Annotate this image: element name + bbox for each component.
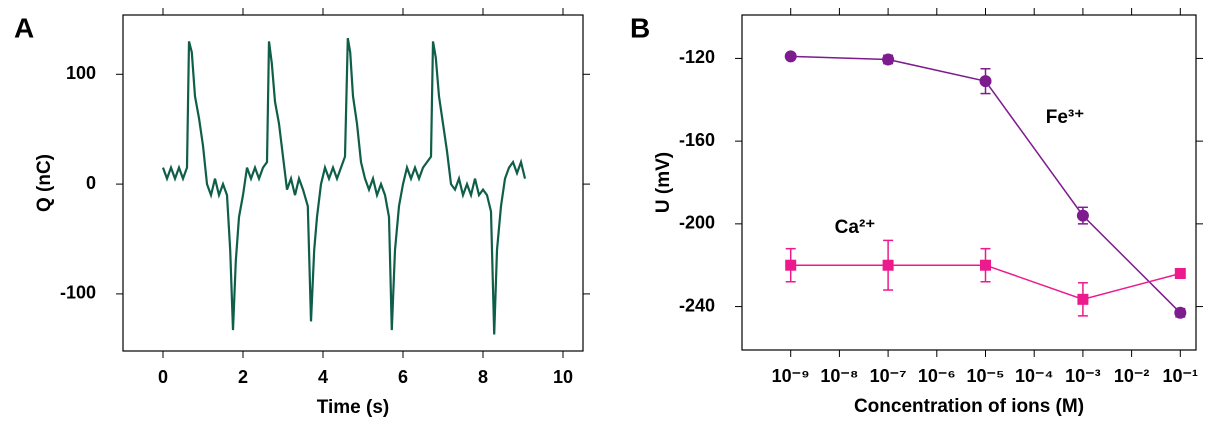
x-tick-label: 10⁻⁶: [918, 366, 956, 386]
x-tick-label: 4: [318, 367, 328, 387]
marker: [979, 75, 992, 88]
x-tick-label: 10⁻⁵: [967, 366, 1005, 386]
marker: [1076, 209, 1089, 222]
marker: [784, 50, 797, 63]
marker: [1174, 306, 1187, 319]
marker: [785, 259, 797, 271]
x-tick-label: 10: [553, 367, 573, 387]
marker: [882, 53, 895, 66]
plot-frame: [741, 14, 1197, 351]
x-tick-label: 10⁻³: [1065, 366, 1101, 386]
x-tick-label: 10⁻⁷: [870, 366, 907, 386]
y-tick-label: -160: [679, 130, 715, 150]
series-label: Fe³⁺: [1046, 107, 1085, 128]
marker: [980, 259, 992, 271]
y-tick-label: -120: [679, 47, 715, 67]
plot-frame: [122, 14, 584, 352]
y-tick-label: -200: [679, 213, 715, 233]
data-line: [161, 37, 527, 335]
x-axis-label: Time (s): [317, 397, 390, 418]
x-tick-label: 2: [238, 367, 248, 387]
y-tick-label: -240: [679, 295, 715, 315]
x-tick-label: 6: [398, 367, 408, 387]
marker: [1174, 267, 1186, 279]
y-axis-label: U (mV): [653, 152, 674, 213]
x-tick-label: 10⁻⁹: [772, 366, 810, 386]
panel-label: B: [630, 12, 650, 43]
y-axis-label: Q (nC): [34, 154, 55, 212]
x-tick-label: 10⁻⁴: [1015, 366, 1053, 386]
series-label: Ca²⁺: [835, 217, 876, 238]
y-tick-label: -100: [60, 283, 96, 303]
x-tick-label: 0: [158, 367, 168, 387]
x-tick-label: 8: [478, 367, 488, 387]
marker: [1077, 293, 1089, 305]
panel-label: A: [14, 12, 34, 43]
x-tick-label: 10⁻¹: [1163, 366, 1199, 386]
x-tick-label: 10⁻⁸: [820, 366, 858, 386]
y-tick-label: 100: [66, 63, 96, 83]
x-axis-label: Concentration of ions (M): [854, 396, 1084, 417]
marker: [882, 259, 894, 271]
x-tick-label: 10⁻²: [1114, 366, 1150, 386]
y-tick-label: 0: [86, 173, 96, 193]
